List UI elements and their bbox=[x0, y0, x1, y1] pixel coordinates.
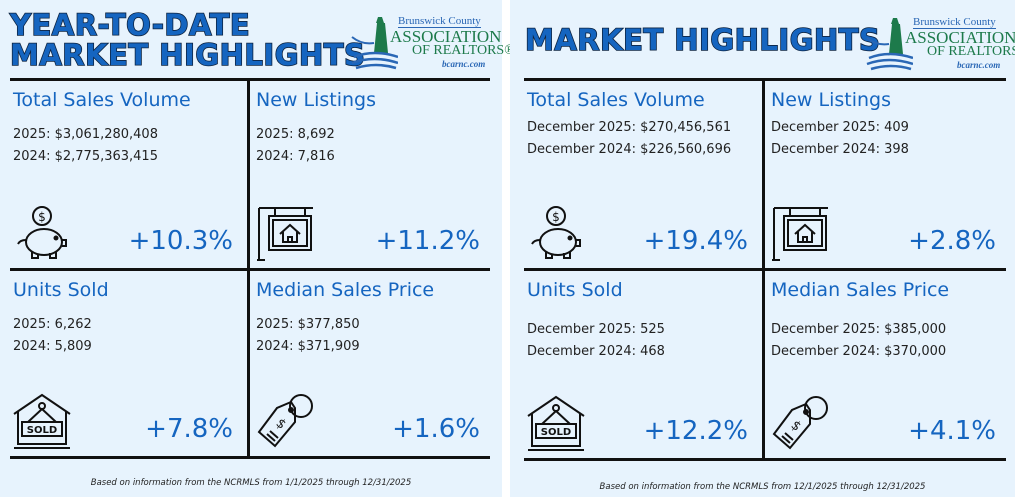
divider-top bbox=[524, 78, 1006, 81]
svg-text:SOLD: SOLD bbox=[541, 427, 571, 438]
stat-values: 2025: $377,850 2024: $371,909 bbox=[256, 314, 360, 358]
stat-current-value: 2025: $377,850 bbox=[256, 317, 360, 332]
divider-bottom bbox=[10, 456, 490, 459]
stat-values: 2025: 8,692 2024: 7,816 bbox=[256, 124, 335, 168]
house-sign-icon bbox=[255, 204, 315, 262]
lighthouse-icon bbox=[351, 17, 398, 70]
stat-previous-value: 2024: 5,809 bbox=[13, 339, 92, 354]
stat-change: +12.2% bbox=[643, 416, 748, 446]
monthly-panel: MARKET HIGHLIGHTS Brunswick County ASSOC… bbox=[510, 0, 1015, 497]
svg-text:$: $ bbox=[552, 210, 560, 224]
stat-values: December 2025: 409 December 2024: 398 bbox=[771, 117, 909, 161]
logo-association: ASSOCIATION bbox=[905, 28, 1015, 47]
stat-values: December 2025: $270,456,561 December 202… bbox=[527, 117, 731, 161]
stat-change: +10.3% bbox=[128, 226, 233, 256]
divider-vertical bbox=[762, 78, 765, 458]
stat-current-value: December 2025: $270,456,561 bbox=[527, 120, 732, 135]
footnote: Based on information from the NCRMLS fro… bbox=[599, 482, 926, 492]
stat-heading: Units Sold bbox=[13, 279, 109, 301]
stat-previous-value: December 2024: $226,560,696 bbox=[527, 142, 732, 157]
stat-change: +4.1% bbox=[908, 416, 996, 446]
title-line: YEAR-TO-DATE bbox=[9, 8, 251, 42]
piggy-bank-icon: $ bbox=[12, 204, 72, 262]
stat-values: December 2025: $385,000 December 2024: $… bbox=[771, 319, 946, 363]
stat-heading: New Listings bbox=[256, 89, 376, 111]
divider-middle bbox=[524, 268, 1006, 271]
stat-previous-value: 2024: 7,816 bbox=[256, 149, 335, 164]
ytd-panel: YEAR-TO-DATE MARKET HIGHLIGHTS Brunswick … bbox=[0, 0, 515, 497]
title-line: MARKET HIGHLIGHTS bbox=[524, 23, 881, 57]
lighthouse-icon bbox=[866, 18, 913, 71]
divider-bottom bbox=[524, 458, 1006, 461]
stat-previous-value: 2024: $2,775,363,415 bbox=[13, 149, 158, 164]
stat-heading: Total Sales Volume bbox=[527, 89, 705, 111]
stat-change: +11.2% bbox=[375, 226, 480, 256]
footnote: Based on information from the NCRMLS fro… bbox=[90, 478, 412, 488]
svg-text:SOLD: SOLD bbox=[27, 425, 57, 436]
stat-change: +1.6% bbox=[392, 414, 480, 444]
stat-values: 2025: $3,061,280,408 2024: $2,775,363,41… bbox=[13, 124, 158, 168]
price-tag-icon: $ bbox=[770, 394, 830, 452]
stat-card-median-sales-price: Median Sales Price December 2025: $385,0… bbox=[768, 271, 1006, 458]
title-line: MARKET HIGHLIGHTS bbox=[9, 38, 366, 72]
stat-previous-value: 2024: $371,909 bbox=[256, 339, 360, 354]
sold-house-icon: SOLD bbox=[12, 392, 72, 450]
stat-heading: Median Sales Price bbox=[256, 279, 435, 301]
stat-heading: Median Sales Price bbox=[771, 279, 950, 301]
stat-current-value: December 2025: $385,000 bbox=[771, 322, 947, 337]
divider-top bbox=[10, 78, 490, 81]
stat-card-median-sales-price: Median Sales Price 2025: $377,850 2024: … bbox=[253, 271, 490, 456]
svg-text:$: $ bbox=[788, 418, 804, 435]
stat-card-units-sold: Units Sold 2025: 6,262 2024: 5,809 SOLD … bbox=[10, 271, 243, 456]
stat-card-units-sold: Units Sold December 2025: 525 December 2… bbox=[524, 271, 758, 458]
stat-card-new-listings: New Listings December 2025: 409 December… bbox=[768, 81, 1006, 268]
stat-current-value: 2025: 6,262 bbox=[13, 317, 92, 332]
panel-title: YEAR-TO-DATE MARKET HIGHLIGHTS bbox=[9, 8, 366, 72]
logo-county: Brunswick County bbox=[913, 16, 996, 29]
divider-middle bbox=[10, 268, 490, 271]
bcar-logo: Brunswick County ASSOCIATION OF REALTORS… bbox=[350, 15, 515, 75]
logo-url: bcarnc.com bbox=[957, 60, 1001, 70]
svg-text:$: $ bbox=[273, 416, 289, 433]
stat-heading: Units Sold bbox=[527, 279, 623, 301]
stat-values: 2025: 6,262 2024: 5,809 bbox=[13, 314, 92, 358]
sold-house-icon: SOLD bbox=[526, 394, 586, 452]
stat-values: December 2025: 525 December 2024: 468 bbox=[527, 319, 665, 363]
logo-county: Brunswick County bbox=[398, 15, 481, 28]
stat-previous-value: December 2024: 468 bbox=[527, 344, 665, 359]
logo-association: ASSOCIATION bbox=[390, 27, 502, 46]
stat-card-new-listings: New Listings 2025: 8,692 2024: 7,816 +11… bbox=[253, 81, 490, 268]
bcar-logo: Brunswick County ASSOCIATION OF REALTORS… bbox=[865, 16, 1015, 76]
stat-current-value: December 2025: 525 bbox=[527, 322, 665, 337]
stat-change: +19.4% bbox=[643, 226, 748, 256]
stat-current-value: December 2025: 409 bbox=[771, 120, 909, 135]
stat-current-value: 2025: 8,692 bbox=[256, 127, 335, 142]
panel-title: MARKET HIGHLIGHTS bbox=[524, 23, 881, 57]
stat-heading: Total Sales Volume bbox=[13, 89, 191, 111]
logo-realtors: OF REALTORS® bbox=[412, 43, 515, 58]
logo-url: bcarnc.com bbox=[442, 59, 486, 69]
stat-change: +7.8% bbox=[145, 414, 233, 444]
divider-vertical bbox=[247, 78, 250, 456]
house-sign-icon bbox=[770, 204, 830, 262]
piggy-bank-icon: $ bbox=[526, 204, 586, 262]
svg-text:$: $ bbox=[38, 210, 46, 224]
stat-current-value: 2025: $3,061,280,408 bbox=[13, 127, 158, 142]
stat-heading: New Listings bbox=[771, 89, 891, 111]
logo-realtors: OF REALTORS® bbox=[927, 44, 1015, 59]
stat-change: +2.8% bbox=[908, 226, 996, 256]
price-tag-icon: $ bbox=[255, 392, 315, 450]
stat-card-total-sales-volume: Total Sales Volume 2025: $3,061,280,408 … bbox=[10, 81, 243, 268]
stat-previous-value: December 2024: $370,000 bbox=[771, 344, 947, 359]
stat-previous-value: December 2024: 398 bbox=[771, 142, 909, 157]
stat-card-total-sales-volume: Total Sales Volume December 2025: $270,4… bbox=[524, 81, 758, 268]
